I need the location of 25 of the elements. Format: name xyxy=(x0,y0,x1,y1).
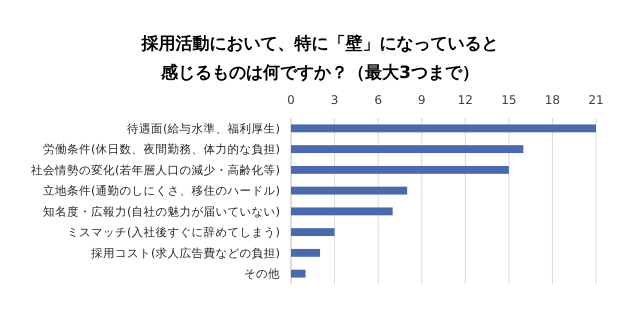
bar xyxy=(291,207,393,216)
x-tick-label: 18 xyxy=(544,93,560,107)
bar xyxy=(291,124,596,132)
y-tick-label: 社会情勢の変化(若年層人口の減少・高齢化等) xyxy=(31,162,280,177)
x-tick-label: 6 xyxy=(374,93,382,107)
x-tick-label: 9 xyxy=(418,93,426,107)
x-tick-label: 12 xyxy=(458,93,473,107)
x-tick-label: 15 xyxy=(501,93,516,107)
bar xyxy=(291,166,509,174)
x-tick-label: 3 xyxy=(330,93,338,107)
x-tick-label: 0 xyxy=(287,93,295,107)
bar xyxy=(291,270,306,278)
y-tick-label: 労働条件(休日数、夜間勤務、体力的な負担) xyxy=(43,142,280,156)
bar xyxy=(291,228,335,236)
chart-title: 採用活動において、特に「壁」になっていると感じるものは何ですか？（最大3つまで） xyxy=(140,34,498,83)
bar xyxy=(291,186,408,195)
y-tick-label: ミスマッチ(入社後すぐに辞めてしまう) xyxy=(67,225,280,240)
bar xyxy=(291,145,524,154)
y-tick-label: その他 xyxy=(244,266,280,281)
y-tick-label: 知名度・広報力(自社の魅力が届いていない) xyxy=(43,204,280,218)
x-tick-label: 21 xyxy=(588,93,604,107)
y-tick-label: 待遇面(給与水準、福利厚生) xyxy=(127,121,280,136)
y-tick-label: 立地条件(通勤のしにくさ、移住のハードル) xyxy=(43,184,280,198)
y-tick-label: 採用コスト(求人広告費などの負担) xyxy=(91,246,280,260)
bar xyxy=(291,248,320,257)
